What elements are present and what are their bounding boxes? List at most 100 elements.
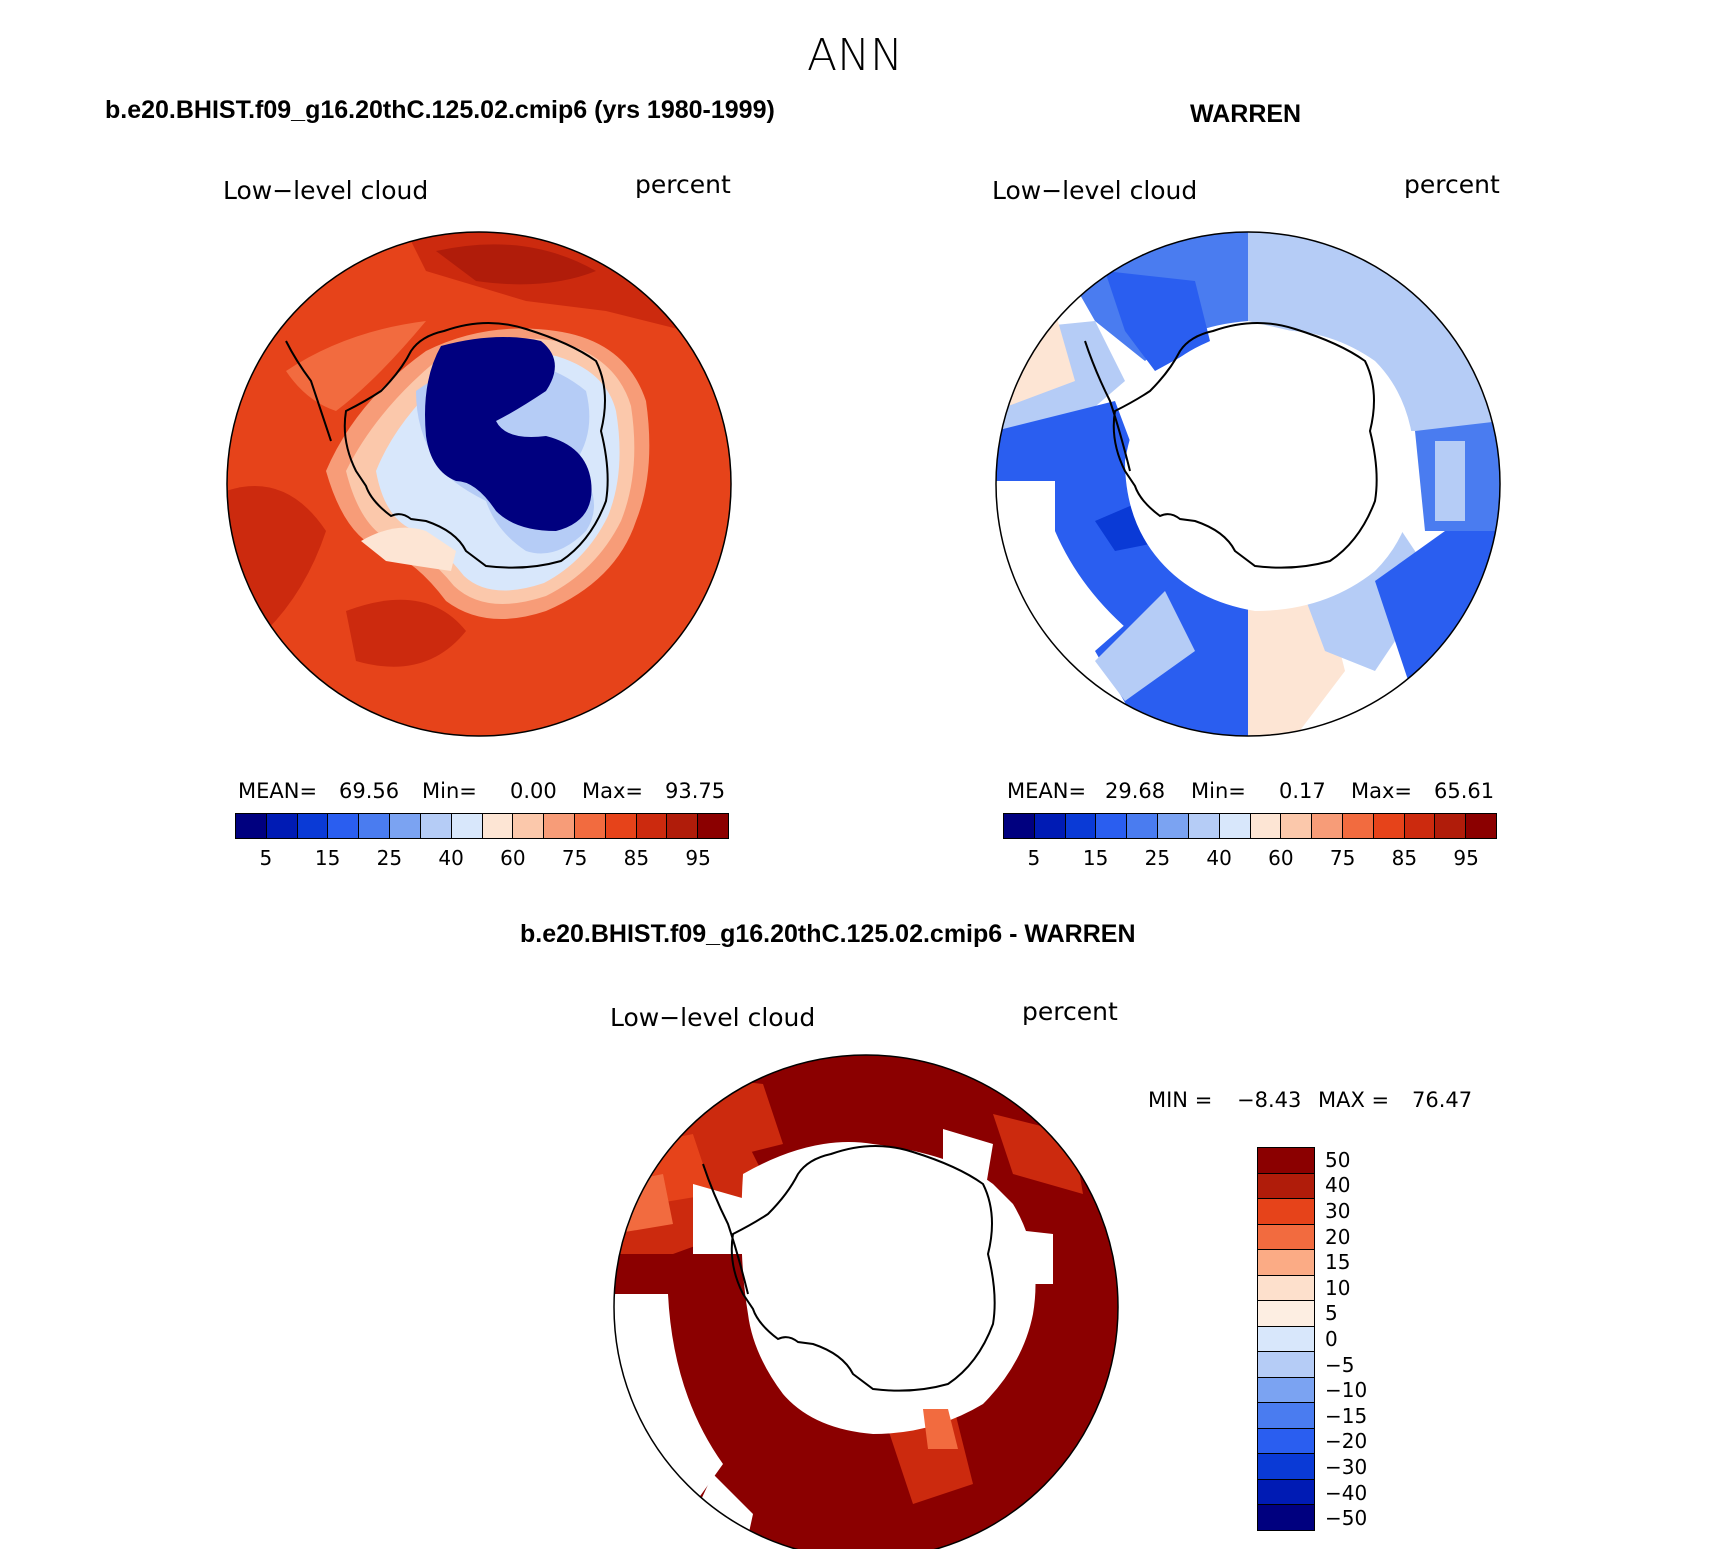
- panel3-colorbar-tick-label: −30: [1325, 1455, 1368, 1479]
- panel2-colorbar-tick-label: 40: [1206, 846, 1232, 870]
- panel3-map: [613, 1054, 1119, 1549]
- panel1-colorbar-swatch: [328, 814, 360, 838]
- panel1-colorbar-swatch: [605, 814, 637, 838]
- panel2-colorbar-swatch: [1466, 814, 1496, 838]
- panel1-colorbar-swatch: [574, 814, 606, 838]
- panel1-colorbar-swatch: [636, 814, 668, 838]
- panel1-colorbar-tick-label: 5: [259, 846, 273, 870]
- panel3-colorbar-tick-label: 10: [1325, 1275, 1351, 1300]
- panel2-colorbar-tick-label: 95: [1453, 846, 1479, 870]
- panel2-colorbar-swatch: [1435, 814, 1467, 838]
- panel3-colorbar-tick-label: −5: [1325, 1352, 1355, 1377]
- panel1-mean-label: MEAN=: [238, 779, 318, 803]
- panel1-colorbar-swatch: [451, 814, 483, 838]
- panel2-colorbar-tick-label: 75: [1329, 846, 1356, 870]
- panel1-colorbar-tick-label: 85: [623, 846, 650, 870]
- panel3-colorbar-tick-label: −10: [1325, 1378, 1368, 1403]
- panel3-min-value: −8.43: [1237, 1088, 1302, 1112]
- panel2-colorbar-swatch: [1250, 814, 1282, 838]
- panel1-colorbar-tick-label: 95: [685, 846, 711, 870]
- panel3-colorbar-swatch: [1258, 1275, 1314, 1302]
- panel2-colorbar-tick-label: 60: [1268, 846, 1294, 870]
- panel3-colorbar-tick-label: −40: [1325, 1480, 1368, 1505]
- panel1-variable-label: Low−level cloud: [223, 176, 429, 205]
- panel3-colorbar-tick-label: 5: [1325, 1301, 1338, 1326]
- panel3-colorbar-tick-label: 40: [1325, 1173, 1351, 1198]
- panel3-colorbar-swatch: [1258, 1148, 1314, 1174]
- panel2-colorbar-tick-label: 15: [1082, 846, 1109, 870]
- panel3-colorbar-tick-label: 50: [1325, 1147, 1351, 1172]
- panel3-colorbar-tick-label: 20: [1325, 1224, 1351, 1249]
- panel1-colorbar-swatch: [266, 814, 298, 838]
- panel2-colorbar-swatch: [1158, 814, 1189, 838]
- panel3-variable-label: Low−level cloud: [610, 1003, 816, 1032]
- panel3-colorbar-swatch: [1258, 1403, 1314, 1429]
- panel1-case-title: b.e20.BHIST.f09_g16.20thC.125.02.cmip6 (…: [105, 96, 775, 124]
- panel1-max-value: 93.75: [665, 779, 726, 803]
- panel1-colorbar-swatch: [297, 814, 329, 838]
- panel3-colorbar-tick-label: −20: [1325, 1429, 1368, 1454]
- panel1-colorbar-swatch: [482, 814, 514, 838]
- panel2-colorbar-tick-label: 85: [1391, 846, 1418, 870]
- panel3-colorbar-swatch: [1258, 1352, 1314, 1378]
- panel2-colorbar-swatch: [1188, 814, 1220, 838]
- panel1-min-value: 0.00: [510, 779, 557, 803]
- panel2-max-label: Max=: [1351, 779, 1413, 803]
- panel2-mean-value: 29.68: [1105, 779, 1166, 803]
- panel1-colorbar-tick-label: 75: [561, 846, 588, 870]
- panel1-colorbar-tick-label: 25: [376, 846, 403, 870]
- panel1-colorbar-swatch: [544, 814, 575, 838]
- panel2-colorbar-swatch: [1127, 814, 1159, 838]
- panel2-max-value: 65.61: [1434, 779, 1495, 803]
- panel3-colorbar-swatch: [1258, 1199, 1314, 1225]
- panel1-colorbar-tick-label: 60: [500, 846, 526, 870]
- panel2-colorbar-swatch: [1004, 814, 1035, 838]
- panel2-units-label: percent: [1404, 170, 1500, 199]
- panel3-colorbar-tick-label: 30: [1325, 1199, 1351, 1223]
- panel2-colorbar: [1003, 813, 1497, 839]
- panel2-colorbar-swatch: [1312, 814, 1343, 838]
- panel3-colorbar-swatch: [1258, 1377, 1314, 1404]
- panel1-colorbar-tick-label: 40: [438, 846, 464, 870]
- panel3-colorbar: [1257, 1147, 1315, 1531]
- panel3-max-label: MAX =: [1318, 1088, 1390, 1112]
- panel3-colorbar-swatch: [1258, 1224, 1314, 1251]
- panel3-colorbar-swatch: [1258, 1250, 1314, 1276]
- panel1-colorbar-swatch: [667, 814, 699, 838]
- panel3-colorbar-swatch: [1258, 1479, 1314, 1506]
- panel2-colorbar-swatch: [1404, 814, 1436, 838]
- panel2-colorbar-tick-label: 25: [1144, 846, 1171, 870]
- panel3-colorbar-tick-label: 15: [1325, 1250, 1351, 1275]
- panel1-max-label: Max=: [582, 779, 644, 803]
- panel3-colorbar-swatch: [1258, 1173, 1314, 1200]
- panel1-map: [226, 231, 732, 737]
- panel3-colorbar-swatch: [1258, 1505, 1314, 1530]
- panel3-colorbar-swatch: [1258, 1428, 1314, 1455]
- panel2-colorbar-tick-label: 5: [1027, 846, 1041, 870]
- panel1-mean-value: 69.56: [339, 779, 400, 803]
- panel1-colorbar: [235, 813, 729, 839]
- panel3-case-title: b.e20.BHIST.f09_g16.20thC.125.02.cmip6 -…: [520, 920, 1136, 948]
- panel1-colorbar-swatch: [420, 814, 452, 838]
- panel3-colorbar-swatch: [1258, 1326, 1314, 1353]
- panel1-colorbar-swatch: [359, 814, 391, 838]
- panel1-min-label: Min=: [422, 779, 477, 803]
- panel3-colorbar-tick-label: −50: [1325, 1506, 1368, 1531]
- panel2-colorbar-swatch: [1342, 814, 1374, 838]
- panel1-colorbar-swatch: [390, 814, 421, 838]
- panel2-colorbar-swatch: [1065, 814, 1097, 838]
- panel2-colorbar-swatch: [1281, 814, 1313, 838]
- panel2-variable-label: Low−level cloud: [992, 176, 1198, 205]
- figure-title: ANN: [807, 30, 903, 81]
- panel1-colorbar-tick-label: 15: [314, 846, 341, 870]
- panel2-colorbar-swatch: [1096, 814, 1128, 838]
- panel3-colorbar-swatch: [1258, 1301, 1314, 1327]
- panel2-colorbar-swatch: [1219, 814, 1251, 838]
- panel2-colorbar-swatch: [1373, 814, 1405, 838]
- panel2-case-title: WARREN: [1190, 100, 1302, 128]
- panel3-min-label: MIN =: [1148, 1088, 1213, 1112]
- panel3-colorbar-tick-label: −15: [1325, 1403, 1368, 1428]
- panel3-colorbar-swatch: [1258, 1454, 1314, 1480]
- panel3-max-value: 76.47: [1412, 1088, 1473, 1112]
